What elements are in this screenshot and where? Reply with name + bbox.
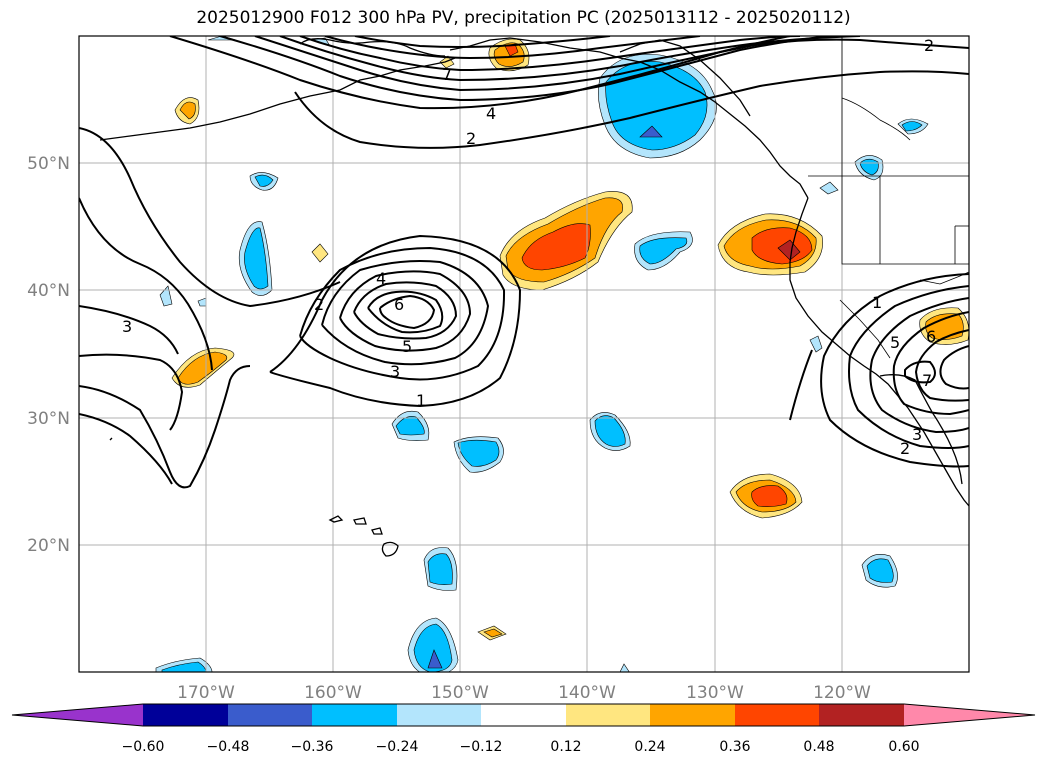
colorbar-segment: [228, 704, 312, 726]
pv-contour-labels: 7 4 2 2 3 2 4 6 5 3 1 1 5 7 6 3 2: [122, 36, 936, 458]
lon-tick-label: 160°W: [304, 683, 362, 703]
precip-patch-neg-2-core: [244, 227, 269, 290]
colorbar-segment: [481, 704, 566, 726]
contour-label: 2: [466, 129, 476, 148]
precip-patch-baja-pos-strong: [751, 485, 788, 507]
precip-patch-neg-14-strong: [427, 649, 443, 669]
precip-patch-neg-9: [809, 335, 823, 353]
precip-patch-neg-4: [197, 297, 207, 307]
precip-patch-neg-5-core: [639, 237, 688, 265]
contour-label: 4: [376, 269, 386, 288]
colorbar-extend-low: [12, 704, 143, 726]
precip-patch-neg-8-core: [901, 121, 923, 132]
lat-tick-label: 20°N: [27, 536, 70, 556]
lon-tick-label: 170°W: [177, 683, 235, 703]
precip-patch-or-coast-extreme: [777, 239, 801, 261]
precip-patch-small-pos-1-core: [179, 101, 196, 120]
precip-patch-neg-6: [819, 181, 839, 195]
colorbar-segment: [143, 704, 228, 726]
lat-tick-label: 40°N: [27, 281, 70, 301]
colorbar-tick-label: −0.48: [207, 739, 250, 755]
lat-tick-labels: 50°N 40°N 30°N 20°N: [27, 154, 70, 556]
contour-label: 2: [924, 36, 934, 55]
contour-label: 1: [416, 391, 426, 410]
map-plot-area: 7 4 2 2 3 2 4 6 5 3 1 1 5 7 6 3 2: [79, 36, 969, 672]
precip-patch-bc-coast-strong: [639, 125, 663, 138]
lon-tick-label: 120°W: [813, 683, 871, 703]
colorbar-segment: [819, 704, 904, 726]
colorbar-segment: [566, 704, 650, 726]
contour-label: 3: [912, 425, 922, 444]
map-frame: [78, 35, 970, 673]
colorbar-tick-label: −0.36: [291, 739, 334, 755]
contour-label: 5: [402, 337, 412, 356]
contour-label: 1: [872, 293, 882, 312]
colorbar-tick-label: 0.24: [634, 739, 665, 755]
precip-patch-neg-10-core: [594, 415, 626, 447]
contour-label: 2: [900, 439, 910, 458]
colorbar-tick-label: 0.60: [888, 739, 919, 755]
precip-patch-neg-12-core: [457, 439, 500, 467]
pv-contours: [79, 36, 969, 489]
contour-label: 6: [926, 327, 936, 346]
colorbar-segment: [397, 704, 481, 726]
coastlines: [99, 37, 969, 557]
colorbar-tick-label: 0.48: [803, 739, 834, 755]
precip-patch-pos-west-core: [177, 351, 228, 385]
precip-patch-neg-1-core: [254, 174, 274, 187]
precip-patch-neg-15-core: [161, 661, 207, 672]
contour-label: 2: [314, 295, 324, 314]
colorbar-segment: [650, 704, 735, 726]
colorbar-tick-label: −0.24: [376, 739, 419, 755]
lon-tick-label: 140°W: [558, 683, 616, 703]
lat-tick-label: 30°N: [27, 409, 70, 429]
colorbar-tick-label: 0.36: [719, 739, 750, 755]
precip-patch-pos-small-4: [311, 243, 329, 263]
contour-label: 4: [486, 104, 496, 123]
contour-label: 3: [122, 317, 132, 336]
lon-tick-label: 150°W: [431, 683, 489, 703]
contour-label: 6: [394, 295, 404, 314]
colorbar-tick-labels: −0.60 −0.48 −0.36 −0.24 −0.12 0.12 0.24 …: [122, 739, 920, 755]
contour-label: 7: [442, 65, 452, 84]
precip-patch-neg-hawaii-core: [427, 553, 453, 585]
map-title: 2025012900 F012 300 hPa PV, precipitatio…: [196, 8, 851, 28]
contour-label: 7: [922, 371, 932, 390]
contour-label: 5: [890, 333, 900, 352]
colorbar-tick-label: −0.60: [122, 739, 165, 755]
lon-tick-label: 130°W: [686, 683, 744, 703]
lon-tick-labels: 170°W 160°W 150°W 140°W 130°W 120°W: [177, 683, 871, 703]
colorbar-extend-high: [904, 704, 1035, 726]
precip-patch-pos-small-3-core: [483, 628, 503, 638]
precip-patch-pos-mid-strong: [521, 223, 591, 271]
colorbar-tick-label: −0.12: [460, 739, 503, 755]
lat-tick-label: 50°N: [27, 154, 70, 174]
colorbar-segment: [312, 704, 397, 726]
contour-label: 3: [390, 362, 400, 381]
colorbar-tick-label: 0.12: [550, 739, 581, 755]
precip-patch-neg-16: [619, 663, 630, 672]
precip-patch-neg-3: [159, 285, 173, 307]
precip-patch-neg-13-core: [866, 558, 894, 583]
colorbar: [11, 703, 1036, 727]
precip-patch-neg-14-core: [413, 623, 453, 672]
colorbar-outline: [11, 703, 1036, 727]
colorbar-segment: [735, 704, 819, 726]
